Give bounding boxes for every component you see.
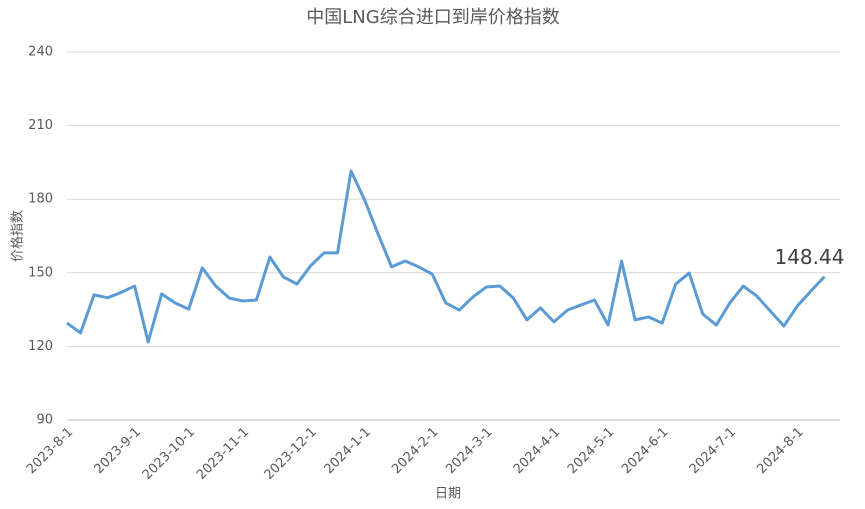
x-tick-label: 2024-8-1 — [754, 425, 806, 477]
x-axis-label: 日期 — [435, 487, 461, 502]
end-value-label: 148.44 — [774, 245, 844, 269]
x-tick-label: 2024-2-1 — [389, 425, 441, 477]
x-tick-label: 2023-10-1 — [140, 425, 198, 483]
x-tick-label: 2023-11-1 — [194, 425, 252, 483]
y-tick-label: 210 — [28, 118, 53, 133]
x-tick-label: 2024-7-1 — [687, 425, 739, 477]
y-axis-label: 价格指数 — [10, 210, 26, 262]
x-tick-label: 2024-3-1 — [443, 425, 495, 477]
chart-title: 中国LNG综合进口到岸价格指数 — [306, 7, 559, 28]
y-tick-label: 150 — [28, 265, 53, 280]
x-tick-label: 2023-9-1 — [92, 425, 144, 477]
x-tick-label: 2024-5-1 — [565, 425, 617, 477]
x-tick-label: 2023-8-1 — [24, 425, 76, 477]
y-tick-label: 120 — [28, 339, 53, 354]
y-tick-label: 240 — [28, 45, 53, 60]
x-tick-label: 2024-4-1 — [511, 425, 563, 477]
y-tick-label: 180 — [28, 192, 53, 207]
y-tick-label: 90 — [36, 413, 53, 428]
x-tick-label: 2023-12-1 — [262, 425, 320, 483]
x-tick-label: 2024-6-1 — [619, 425, 671, 477]
line-series — [66, 169, 826, 344]
x-tick-label: 2024-1-1 — [322, 425, 374, 477]
